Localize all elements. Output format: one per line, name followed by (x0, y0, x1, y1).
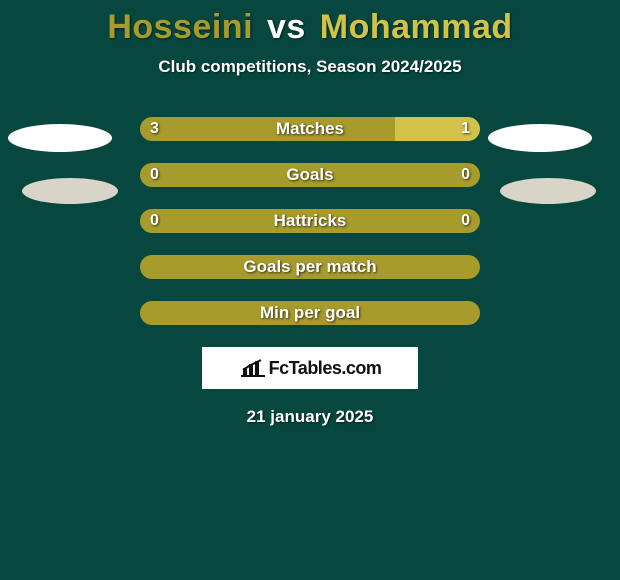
chart-icon (239, 358, 267, 378)
bar-track (140, 117, 480, 141)
vs-label: vs (267, 8, 306, 46)
decorative-ellipse (500, 178, 596, 204)
bar-left-fill (140, 117, 395, 141)
bar-right-value: 0 (461, 209, 470, 233)
decorative-ellipse (22, 178, 118, 204)
bar-left-fill (140, 209, 480, 233)
bar-left-value: 3 (150, 117, 159, 141)
bar-track (140, 163, 480, 187)
bar-track (140, 255, 480, 279)
decorative-ellipse (488, 124, 592, 152)
bar-right-value: 1 (461, 117, 470, 141)
player2-name: Mohammad (320, 8, 513, 46)
logo-text: FcTables.com (269, 358, 382, 379)
bar-left-fill (140, 163, 480, 187)
bar-left-value: 0 (150, 209, 159, 233)
stat-row: Min per goal (0, 301, 620, 329)
subtitle-text: Club competitions, Season 2024/2025 (0, 57, 620, 77)
player1-name: Hosseini (107, 8, 253, 46)
stat-row: Goals per match (0, 255, 620, 283)
bar-left-value: 0 (150, 163, 159, 187)
page-title: Hosseini vs Mohammad (0, 0, 620, 47)
bar-left-fill (140, 301, 480, 325)
bar-right-value: 0 (461, 163, 470, 187)
decorative-ellipse (8, 124, 112, 152)
bar-left-fill (140, 255, 480, 279)
bar-track (140, 301, 480, 325)
stat-row: Hattricks00 (0, 209, 620, 237)
comparison-infographic: Hosseini vs Mohammad Club competitions, … (0, 0, 620, 580)
fctables-logo: FcTables.com (202, 347, 418, 389)
date-text: 21 january 2025 (0, 407, 620, 427)
bar-track (140, 209, 480, 233)
